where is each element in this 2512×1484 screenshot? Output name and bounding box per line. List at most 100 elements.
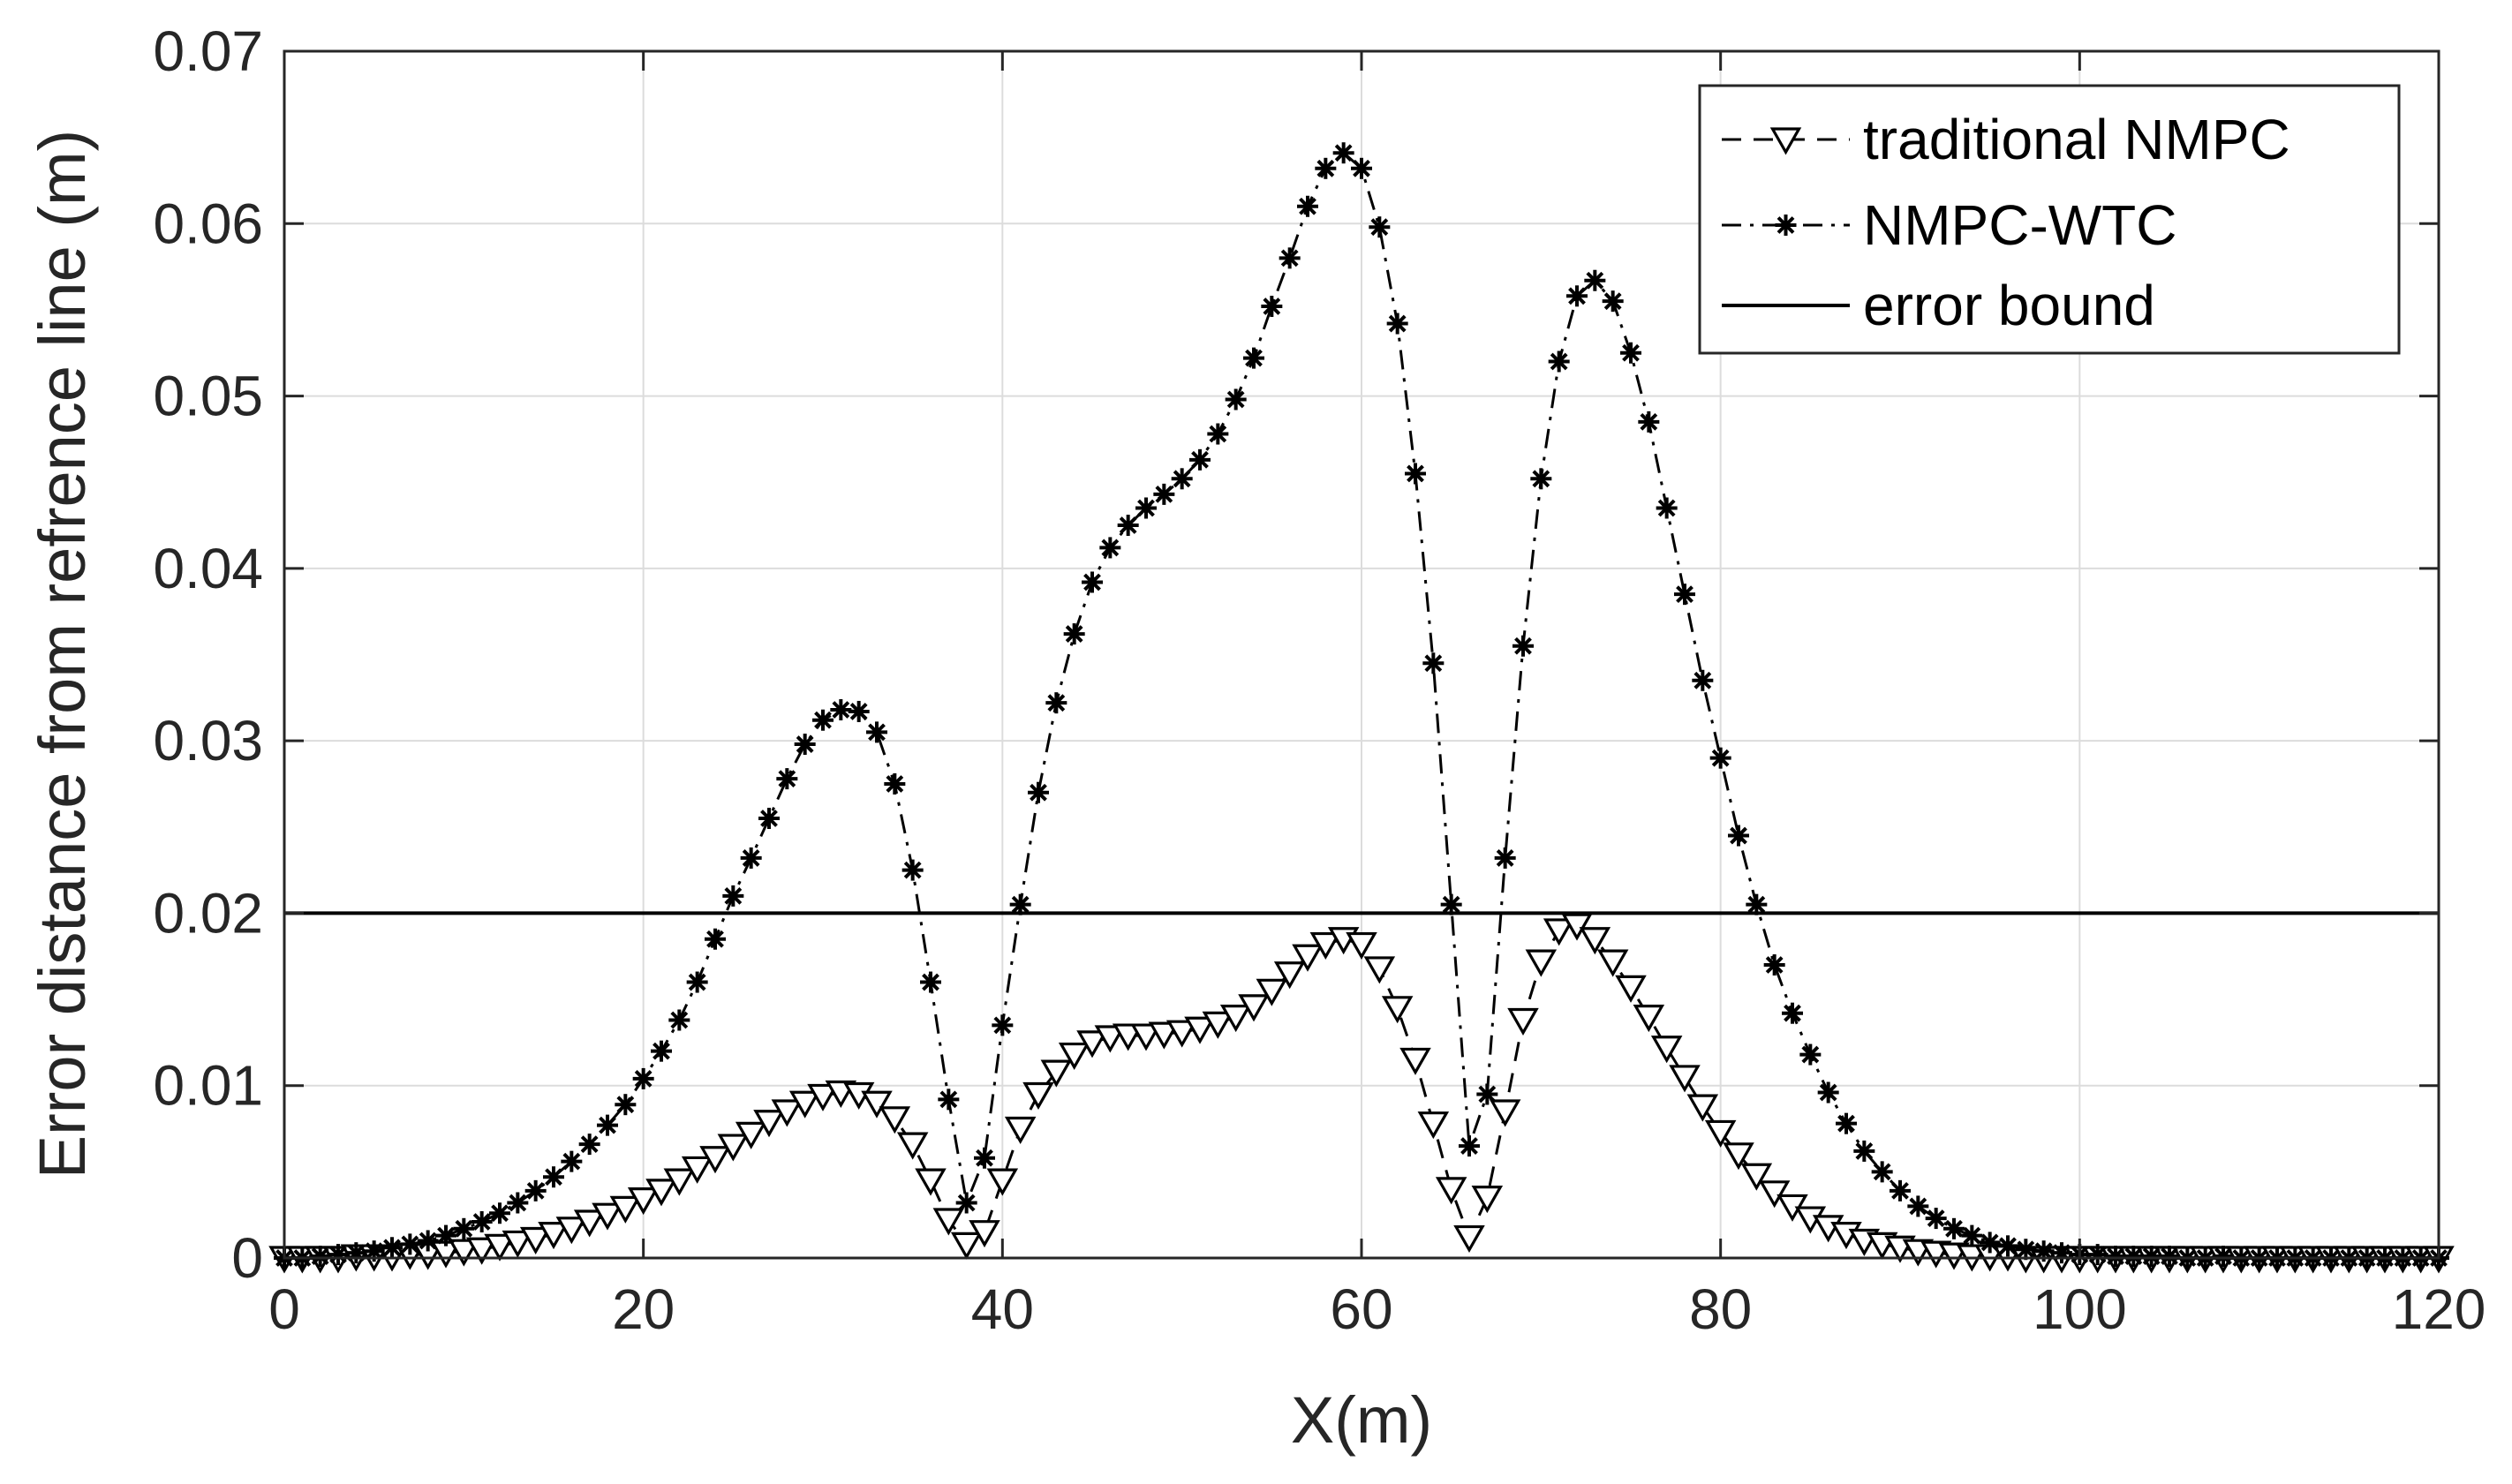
data-point-triangle — [969, 1220, 1000, 1248]
data-point-asterisk — [1907, 1195, 1929, 1217]
data-point-asterisk-stroke — [1873, 1163, 1891, 1181]
data-point-triangle — [1596, 949, 1629, 977]
data-point-asterisk-stroke — [1424, 654, 1443, 673]
data-point-triangle — [1094, 1025, 1127, 1053]
data-point-asterisk — [1028, 781, 1049, 803]
data-point-asterisk — [489, 1202, 510, 1224]
data-point-asterisk — [381, 1237, 403, 1259]
data-point-triangle — [1076, 1030, 1108, 1058]
data-point-asterisk-stroke — [365, 1242, 383, 1261]
data-point-triangle — [502, 1230, 534, 1258]
data-point-asterisk-stroke — [1550, 352, 1568, 371]
data-point-asterisk-stroke — [868, 723, 886, 742]
data-point-asterisk-stroke — [1999, 1237, 2017, 1255]
data-point-triangle — [1543, 918, 1575, 946]
data-point-triangle — [1292, 944, 1324, 972]
data-point-asterisk — [399, 1233, 421, 1255]
x-tick-label: 60 — [1330, 1277, 1392, 1341]
data-point-asterisk — [1171, 468, 1193, 490]
data-point-asterisk-stroke — [1496, 849, 1514, 867]
data-point-asterisk — [1261, 296, 1283, 318]
data-point-asterisk-stroke — [1370, 218, 1389, 237]
data-point-asterisk — [1709, 747, 1731, 769]
data-point-asterisk — [1728, 825, 1749, 847]
data-point-triangle — [1381, 996, 1414, 1024]
data-point-triangle — [1004, 1116, 1037, 1145]
data-point-asterisk — [1656, 497, 1678, 519]
y-tick-label: 0.07 — [153, 19, 263, 83]
data-point-triangle — [519, 1226, 552, 1254]
data-point-asterisk-stroke — [580, 1135, 599, 1154]
data-point-asterisk-stroke — [1819, 1083, 1837, 1102]
data-point-asterisk — [794, 734, 816, 756]
data-point-triangle — [1525, 949, 1558, 977]
data-point-triangle — [1022, 1081, 1054, 1110]
data-point-asterisk — [453, 1217, 475, 1239]
x-tick-label: 40 — [971, 1277, 1034, 1341]
data-point-asterisk — [561, 1150, 583, 1172]
data-point-asterisk — [1890, 1179, 1911, 1202]
data-point-asterisk — [938, 1089, 960, 1111]
data-point-triangle — [699, 1146, 731, 1174]
data-point-asterisk-stroke — [760, 810, 778, 827]
data-point-asterisk-stroke — [1407, 464, 1424, 483]
data-point-asterisk — [1459, 1135, 1480, 1157]
data-point-asterisk — [1871, 1161, 1893, 1183]
data-point-triangle — [986, 1168, 1019, 1196]
data-point-asterisk-stroke — [1299, 197, 1316, 215]
data-point-triangle — [1489, 1099, 1521, 1127]
data-point-asterisk — [812, 709, 834, 731]
data-point-asterisk — [1369, 216, 1391, 238]
data-point-asterisk-stroke — [1603, 292, 1622, 311]
data-point-asterisk — [1315, 157, 1337, 179]
data-point-asterisk — [830, 698, 852, 720]
data-point-asterisk-stroke — [1245, 349, 1263, 367]
data-point-triangle — [1471, 1186, 1504, 1214]
data-point-asterisk-stroke — [1460, 1137, 1478, 1155]
data-point-asterisk-stroke — [1119, 516, 1137, 534]
data-point-asterisk — [1979, 1232, 2001, 1254]
data-point-asterisk-stroke — [2214, 1247, 2232, 1265]
data-point-asterisk — [632, 1067, 654, 1089]
y-tick-label: 0.05 — [153, 365, 263, 428]
data-point-triangle — [861, 1090, 893, 1119]
data-point-asterisk-stroke — [653, 1042, 670, 1060]
data-point-asterisk — [1009, 893, 1031, 915]
data-point-asterisk — [2140, 1246, 2162, 1268]
data-point-triangle — [1435, 1177, 1467, 1205]
data-point-asterisk — [2159, 1246, 2180, 1268]
data-point-asterisk — [992, 1014, 1014, 1036]
data-point-asterisk-stroke — [1030, 783, 1047, 802]
data-point-triangle — [592, 1202, 623, 1231]
data-point-asterisk-stroke — [311, 1247, 329, 1265]
data-point-asterisk-stroke — [706, 930, 724, 948]
data-point-triangle — [1453, 1224, 1485, 1254]
data-point-asterisk-stroke — [472, 1213, 491, 1231]
x-tick-label: 20 — [612, 1277, 675, 1341]
data-point-triangle — [573, 1209, 606, 1238]
data-point-triangle — [1202, 1011, 1234, 1039]
data-point-asterisk-stroke — [1226, 390, 1245, 409]
data-point-asterisk — [955, 1192, 977, 1214]
data-point-asterisk-stroke — [1514, 637, 1532, 655]
data-point-asterisk-stroke — [1694, 671, 1712, 689]
data-point-triangle — [1346, 931, 1377, 960]
data-point-asterisk-stroke — [1280, 249, 1299, 267]
data-point-asterisk-stroke — [419, 1232, 437, 1250]
data-point-asterisk-stroke — [1711, 749, 1730, 767]
data-point-asterisk — [435, 1224, 456, 1247]
data-point-asterisk-stroke — [1730, 826, 1747, 845]
data-point-asterisk-stroke — [1747, 895, 1766, 914]
data-point-asterisk-stroke — [796, 735, 814, 753]
data-point-asterisk-stroke — [1568, 287, 1586, 305]
data-point-asterisk-stroke — [1837, 1114, 1855, 1133]
data-point-asterisk — [2015, 1239, 2037, 1261]
data-point-asterisk-stroke — [1353, 159, 1370, 177]
data-point-triangle — [1256, 978, 1288, 1006]
data-point-asterisk — [1674, 584, 1695, 606]
data-point-asterisk — [1961, 1224, 1983, 1247]
data-point-asterisk — [668, 1009, 690, 1031]
data-point-asterisk — [1566, 285, 1588, 307]
legend-label: traditional NMPC — [1863, 108, 2290, 171]
data-point-asterisk — [1045, 692, 1067, 714]
